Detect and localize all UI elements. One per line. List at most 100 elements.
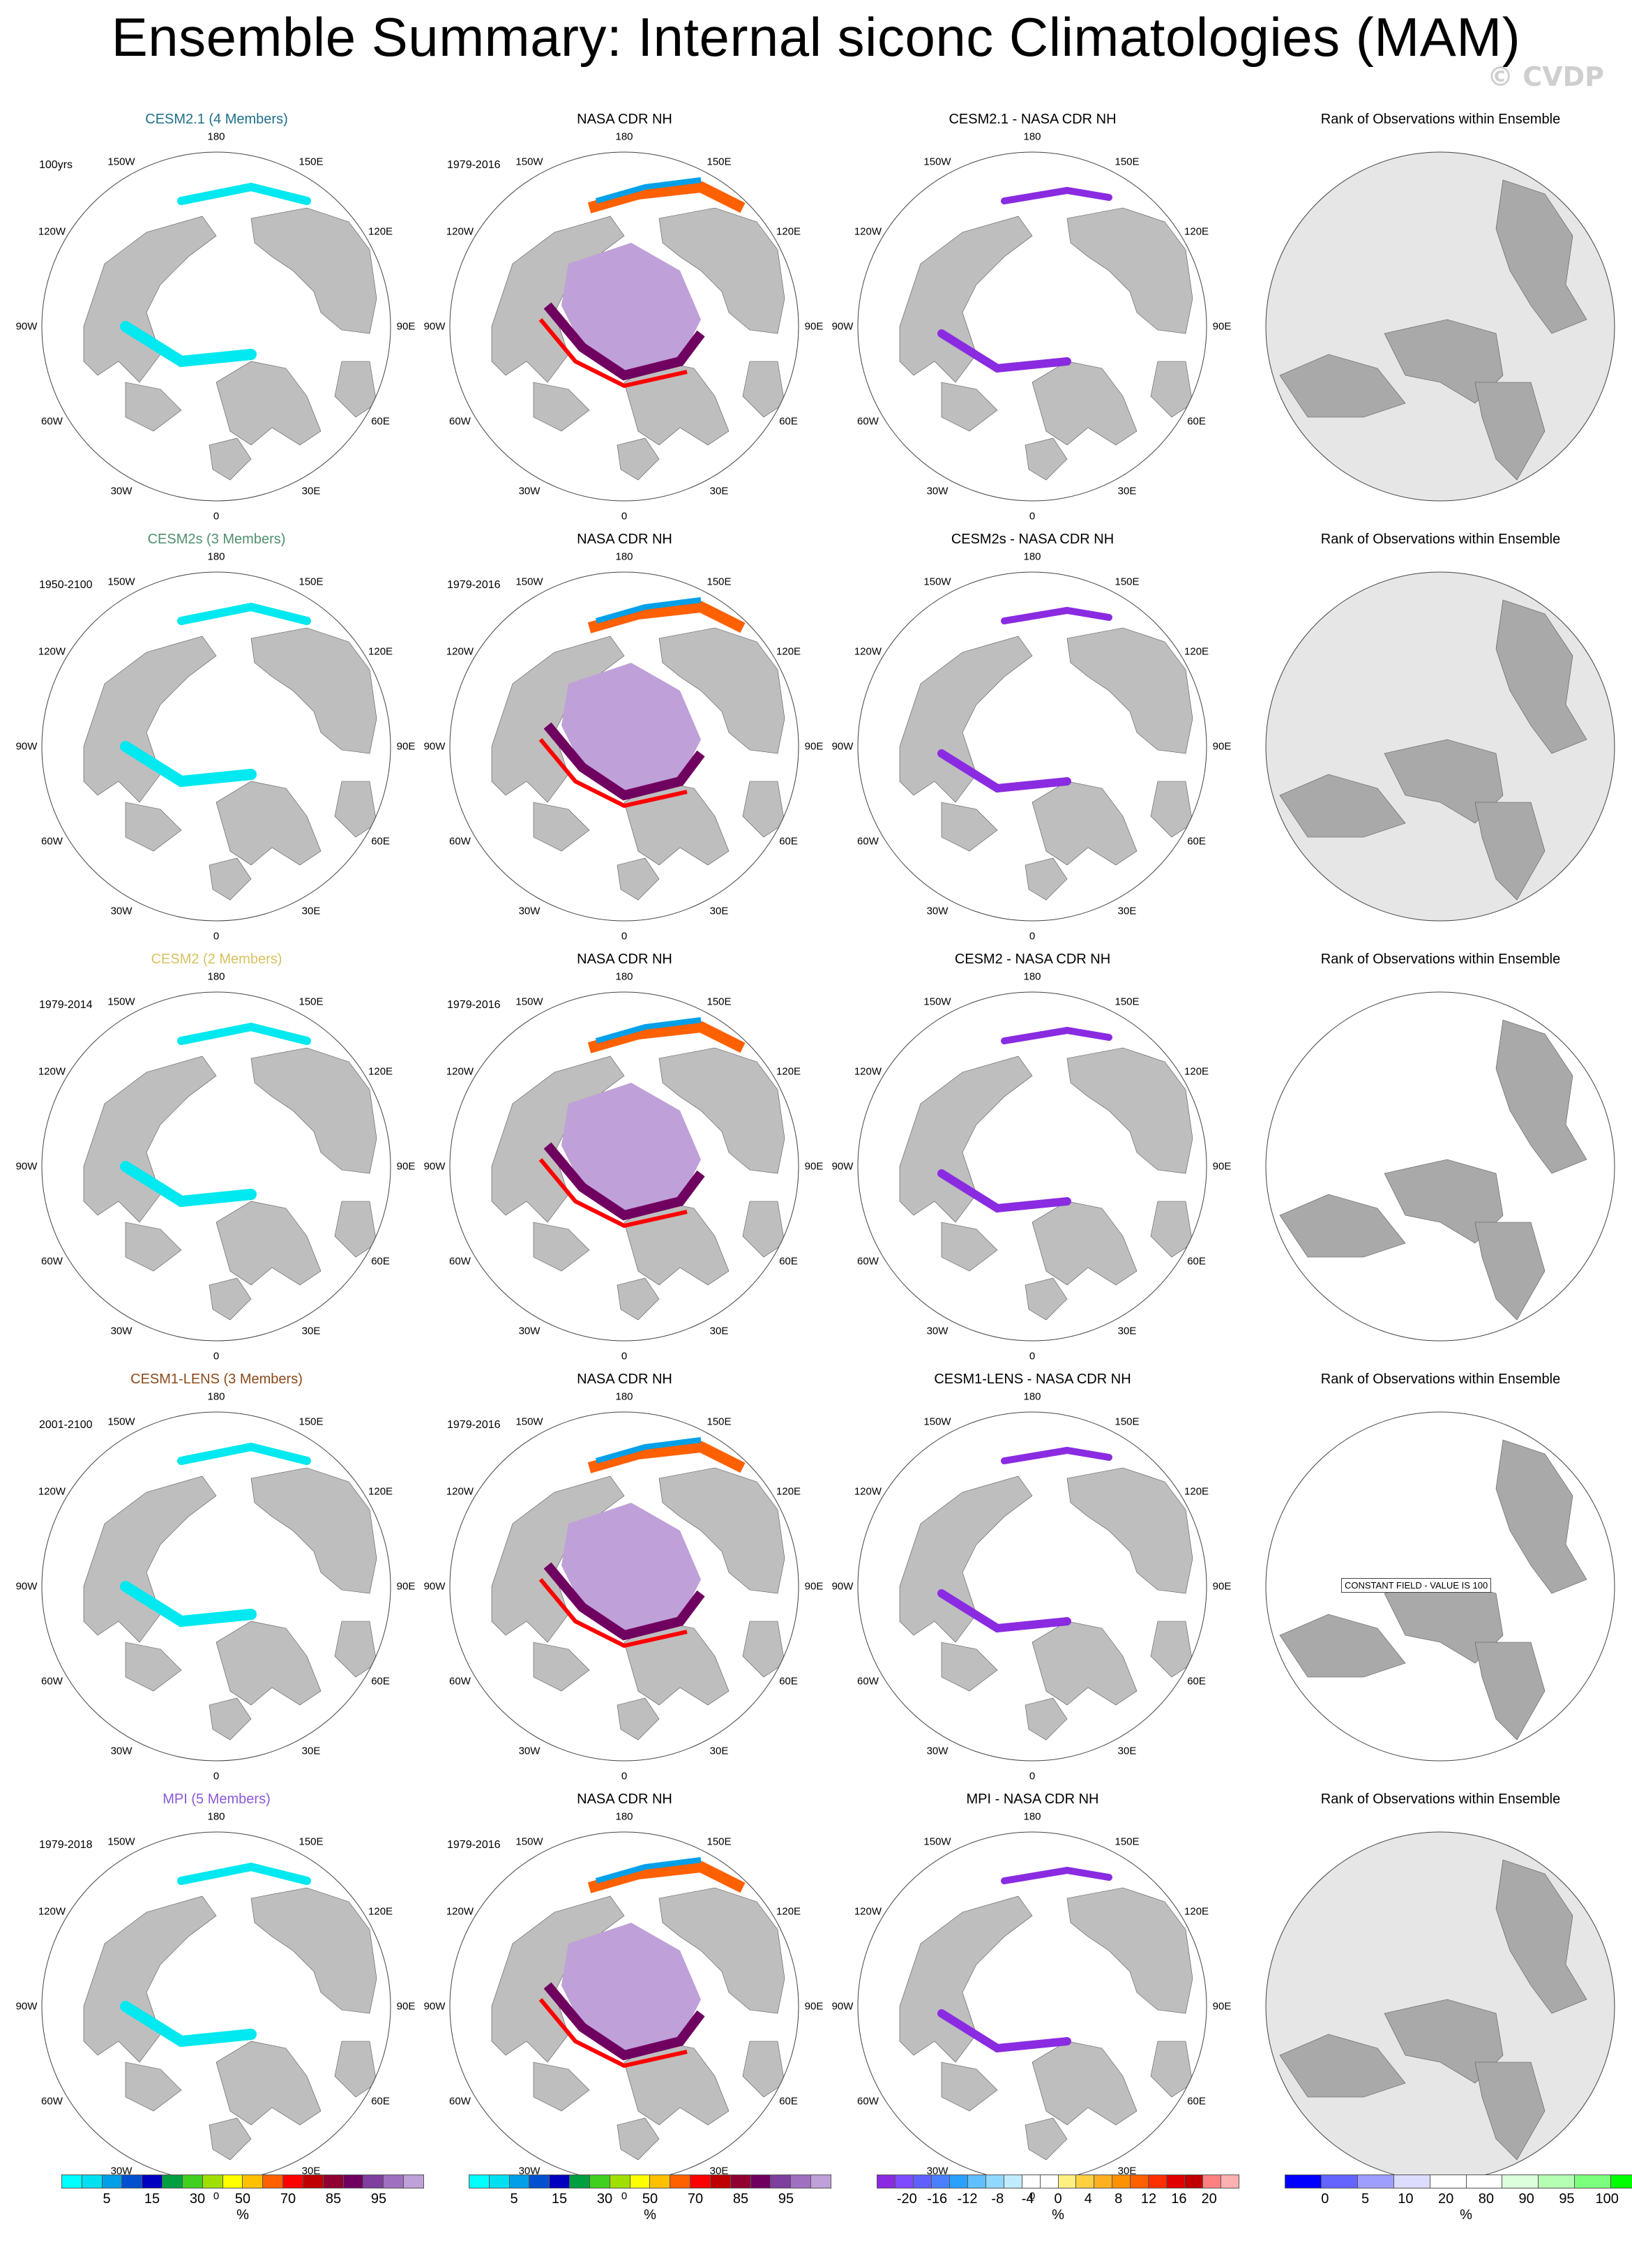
colorbar-swatch bbox=[469, 2175, 490, 2188]
longitude-label: 30E bbox=[1117, 1745, 1137, 1757]
colorbar-tick-label: 12 bbox=[1140, 2191, 1157, 2207]
longitude-label: 60E bbox=[371, 2095, 390, 2108]
longitude-label: 60E bbox=[1187, 1255, 1206, 1268]
time-period-label: 1950-2100 bbox=[39, 579, 93, 591]
map-panel-diff: CESM2s - NASA CDR NH 180 150E 120E 90E 60E 30E… bbox=[829, 420, 1237, 943]
longitude-label: 150W bbox=[515, 996, 543, 1008]
watermark-logo: © CVDP bbox=[1487, 61, 1604, 92]
longitude-label: 120W bbox=[446, 1905, 474, 1918]
longitude-label: 30W bbox=[110, 1325, 133, 1337]
longitude-label: 60W bbox=[449, 415, 471, 428]
colorbar-swatches bbox=[877, 2175, 1239, 2188]
longitude-label: 60W bbox=[857, 1255, 879, 1268]
colorbar-swatch bbox=[949, 2175, 968, 2188]
longitude-label: 90E bbox=[1212, 740, 1232, 753]
longitude-label: 60W bbox=[41, 835, 63, 848]
longitude-label: 0 bbox=[213, 510, 220, 523]
longitude-label: 180 bbox=[1023, 130, 1041, 143]
longitude-label: 150E bbox=[707, 1835, 732, 1848]
colorbar-tick-label: 5 bbox=[510, 2191, 518, 2207]
longitude-label: 30E bbox=[301, 1745, 321, 1757]
colorbar-swatch bbox=[1539, 2175, 1576, 2188]
longitude-label: 120W bbox=[854, 225, 882, 238]
longitude-label: 120W bbox=[446, 1065, 474, 1078]
longitude-label: 30E bbox=[301, 905, 321, 917]
longitude-label: 90E bbox=[804, 740, 824, 753]
longitude-label: 30E bbox=[301, 485, 321, 497]
polar-map-obs bbox=[449, 151, 799, 502]
panel-title-rank: Rank of Observations within Ensemble bbox=[1320, 532, 1561, 547]
polar-map-diff bbox=[857, 1831, 1207, 2181]
colorbar-swatch bbox=[243, 2175, 264, 2188]
longitude-label: 180 bbox=[1023, 1810, 1041, 1823]
longitude-label: 60E bbox=[371, 1255, 390, 1268]
longitude-label: 60W bbox=[449, 1675, 471, 1688]
longitude-label: 0 bbox=[213, 1350, 220, 1362]
colorbar-swatch bbox=[895, 2175, 914, 2188]
longitude-label: 30E bbox=[709, 905, 729, 917]
colorbar-concentration-obs: 5 15 30 50 70 85 95% bbox=[469, 2175, 831, 2223]
colorbar-swatch bbox=[771, 2175, 792, 2188]
longitude-label: 120E bbox=[368, 225, 393, 238]
longitude-label: 180 bbox=[1023, 970, 1041, 983]
panel-title-diff: CESM1-LENS - NASA CDR NH bbox=[934, 1372, 1131, 1387]
time-period-label: 1979-2016 bbox=[447, 159, 501, 171]
longitude-label: 90E bbox=[804, 320, 824, 333]
longitude-label: 120E bbox=[776, 1905, 801, 1918]
longitude-label: 30W bbox=[110, 905, 133, 917]
longitude-label: 0 bbox=[213, 930, 220, 943]
longitude-label: 150W bbox=[923, 156, 951, 168]
longitude-label: 30E bbox=[709, 1325, 729, 1337]
longitude-label: 90E bbox=[396, 740, 416, 753]
longitude-label: 120W bbox=[38, 225, 66, 238]
time-period-label: 1979-2016 bbox=[447, 999, 501, 1011]
longitude-label: 60E bbox=[1187, 1675, 1206, 1688]
longitude-label: 90E bbox=[396, 1580, 416, 1593]
longitude-label: 90E bbox=[804, 1580, 824, 1593]
colorbar-swatch bbox=[1004, 2175, 1022, 2188]
longitude-label: 120E bbox=[776, 1485, 801, 1498]
longitude-label: 120W bbox=[38, 645, 66, 658]
longitude-label: 30W bbox=[110, 485, 133, 497]
colorbar-tick-label: 100 bbox=[1595, 2191, 1619, 2207]
colorbar-swatch bbox=[1502, 2175, 1539, 2188]
time-period-label: 1979-2016 bbox=[447, 579, 501, 591]
longitude-label: 30W bbox=[110, 1745, 133, 1757]
longitude-label: 90W bbox=[831, 1580, 854, 1593]
longitude-label: 120W bbox=[38, 1065, 66, 1078]
panel-title-rank: Rank of Observations within Ensemble bbox=[1320, 1372, 1561, 1387]
colorbar-swatch bbox=[710, 2175, 731, 2188]
longitude-label: 120W bbox=[854, 1065, 882, 1078]
longitude-label: 150E bbox=[1115, 156, 1140, 168]
longitude-label: 180 bbox=[1023, 550, 1041, 563]
longitude-label: 90W bbox=[831, 320, 854, 333]
longitude-label: 90E bbox=[804, 1160, 824, 1173]
panel-title-rank: Rank of Observations within Ensemble bbox=[1320, 1792, 1561, 1807]
polar-map-diff bbox=[857, 1411, 1207, 1762]
longitude-label: 120E bbox=[368, 1485, 393, 1498]
longitude-label: 150E bbox=[1115, 996, 1140, 1008]
polar-map-diff bbox=[857, 151, 1207, 502]
longitude-label: 0 bbox=[1029, 2190, 1036, 2202]
colorbar-swatch bbox=[1221, 2175, 1239, 2188]
longitude-label: 150E bbox=[299, 1835, 324, 1848]
colorbar-tick-label: -4 bbox=[1021, 2191, 1034, 2207]
panel-title-diff: CESM2.1 - NASA CDR NH bbox=[949, 112, 1117, 127]
longitude-label: 30W bbox=[518, 485, 541, 497]
time-period-label: 2001-2100 bbox=[39, 1419, 93, 1431]
longitude-label: 90E bbox=[804, 2000, 824, 2013]
colorbar-swatch bbox=[1040, 2175, 1059, 2188]
colorbar-swatch bbox=[202, 2175, 223, 2188]
colorbar-tick-label: 10 bbox=[1398, 2191, 1414, 2207]
longitude-label: 150W bbox=[107, 576, 135, 588]
longitude-label: 180 bbox=[615, 1390, 633, 1403]
longitude-label: 30E bbox=[301, 1325, 321, 1337]
longitude-label: 60E bbox=[371, 1675, 390, 1688]
colorbar-swatch bbox=[1321, 2175, 1358, 2188]
longitude-label: 180 bbox=[207, 970, 225, 983]
panel-title-obs: NASA CDR NH bbox=[577, 1792, 672, 1807]
colorbar-swatch bbox=[610, 2175, 630, 2188]
colorbar-swatch bbox=[750, 2175, 771, 2188]
longitude-label: 90W bbox=[15, 2000, 38, 2013]
colorbar-tick-label: 85 bbox=[732, 2191, 749, 2207]
